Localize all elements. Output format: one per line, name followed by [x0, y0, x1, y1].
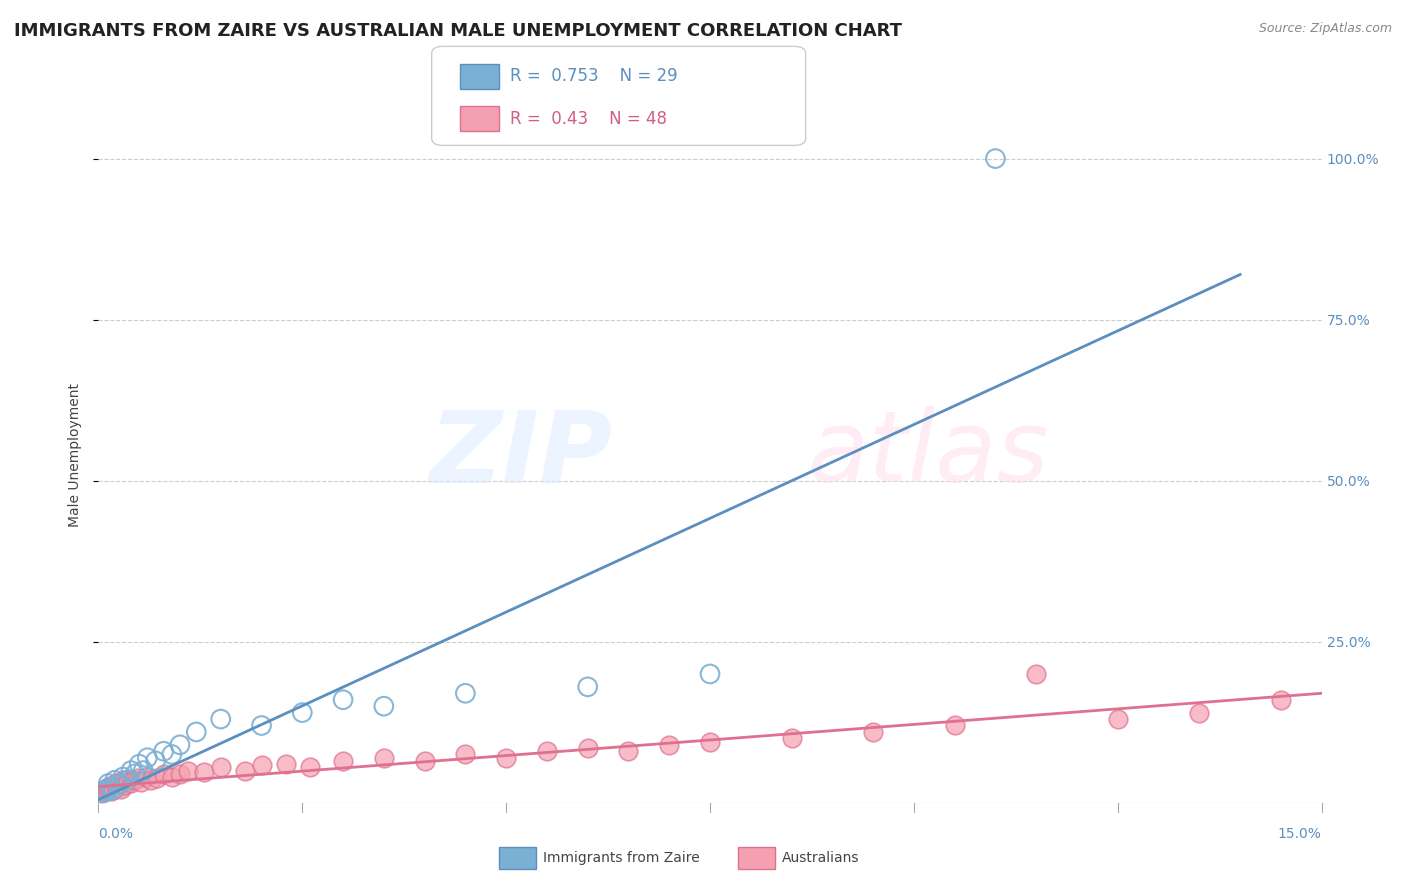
Point [373, 750, 395, 764]
Text: ZIP: ZIP [429, 407, 612, 503]
Point [250, 718, 273, 732]
Point [115, 773, 138, 788]
Point [117, 775, 139, 789]
Point [104, 773, 127, 788]
Point [299, 760, 322, 774]
Point [495, 750, 517, 764]
Point [373, 699, 395, 714]
Point [699, 734, 721, 748]
Point [124, 766, 146, 781]
Point [209, 712, 232, 726]
Point [104, 778, 127, 792]
Text: Australians: Australians [782, 851, 859, 865]
Point [160, 770, 183, 784]
Point [136, 750, 159, 764]
Point [209, 760, 232, 774]
Point [1025, 667, 1047, 681]
Point [332, 754, 354, 768]
Text: Source: ZipAtlas.com: Source: ZipAtlas.com [1258, 22, 1392, 36]
Point [120, 764, 142, 778]
Point [91, 786, 114, 800]
Point [120, 776, 142, 790]
Text: 0.0%: 0.0% [98, 827, 134, 841]
Point [291, 706, 314, 720]
Point [96, 781, 118, 796]
Point [145, 754, 167, 768]
Point [984, 152, 1007, 166]
Point [536, 744, 558, 758]
Point [111, 773, 134, 788]
Point [124, 773, 146, 788]
Point [169, 738, 191, 752]
Point [250, 758, 273, 772]
Point [129, 775, 152, 789]
Point [132, 764, 155, 778]
Point [1270, 692, 1292, 706]
Point [160, 747, 183, 762]
Point [699, 667, 721, 681]
Point [127, 772, 149, 786]
Point [186, 725, 208, 739]
Point [128, 757, 150, 772]
Point [576, 741, 599, 756]
Point [274, 757, 297, 772]
Point [780, 731, 803, 746]
Point [413, 754, 436, 768]
Point [576, 680, 599, 694]
Point [658, 738, 681, 752]
Point [110, 781, 132, 796]
Text: 15.0%: 15.0% [1278, 827, 1322, 841]
Point [108, 780, 131, 794]
Point [101, 783, 124, 797]
Point [193, 764, 215, 779]
Point [152, 766, 174, 781]
Text: R =  0.753    N = 29: R = 0.753 N = 29 [510, 68, 678, 86]
Text: R =  0.43    N = 48: R = 0.43 N = 48 [510, 110, 668, 128]
Point [177, 764, 200, 778]
Text: IMMIGRANTS FROM ZAIRE VS AUSTRALIAN MALE UNEMPLOYMENT CORRELATION CHART: IMMIGRANTS FROM ZAIRE VS AUSTRALIAN MALE… [14, 22, 903, 40]
Point [454, 686, 477, 700]
Point [96, 784, 118, 798]
Point [617, 744, 640, 758]
Point [141, 773, 163, 788]
Point [94, 783, 117, 797]
Point [332, 692, 354, 706]
Point [233, 764, 256, 778]
Y-axis label: Male Unemployment: Male Unemployment [67, 383, 82, 527]
Point [1107, 712, 1129, 726]
Point [100, 784, 122, 798]
Point [90, 786, 112, 800]
Point [105, 776, 128, 790]
Point [94, 783, 117, 797]
Point [100, 780, 122, 794]
Point [101, 783, 124, 797]
Point [97, 776, 120, 790]
Point [97, 780, 120, 794]
Text: Immigrants from Zaire: Immigrants from Zaire [543, 851, 699, 865]
Point [91, 784, 114, 798]
Point [108, 778, 131, 792]
Point [146, 772, 169, 786]
Point [114, 778, 136, 792]
Point [454, 747, 477, 762]
Point [1188, 706, 1211, 720]
Point [152, 744, 174, 758]
Point [135, 770, 157, 784]
Point [943, 718, 966, 732]
Point [862, 725, 884, 739]
Point [169, 766, 191, 781]
Point [111, 770, 134, 784]
Text: atlas: atlas [808, 407, 1049, 503]
